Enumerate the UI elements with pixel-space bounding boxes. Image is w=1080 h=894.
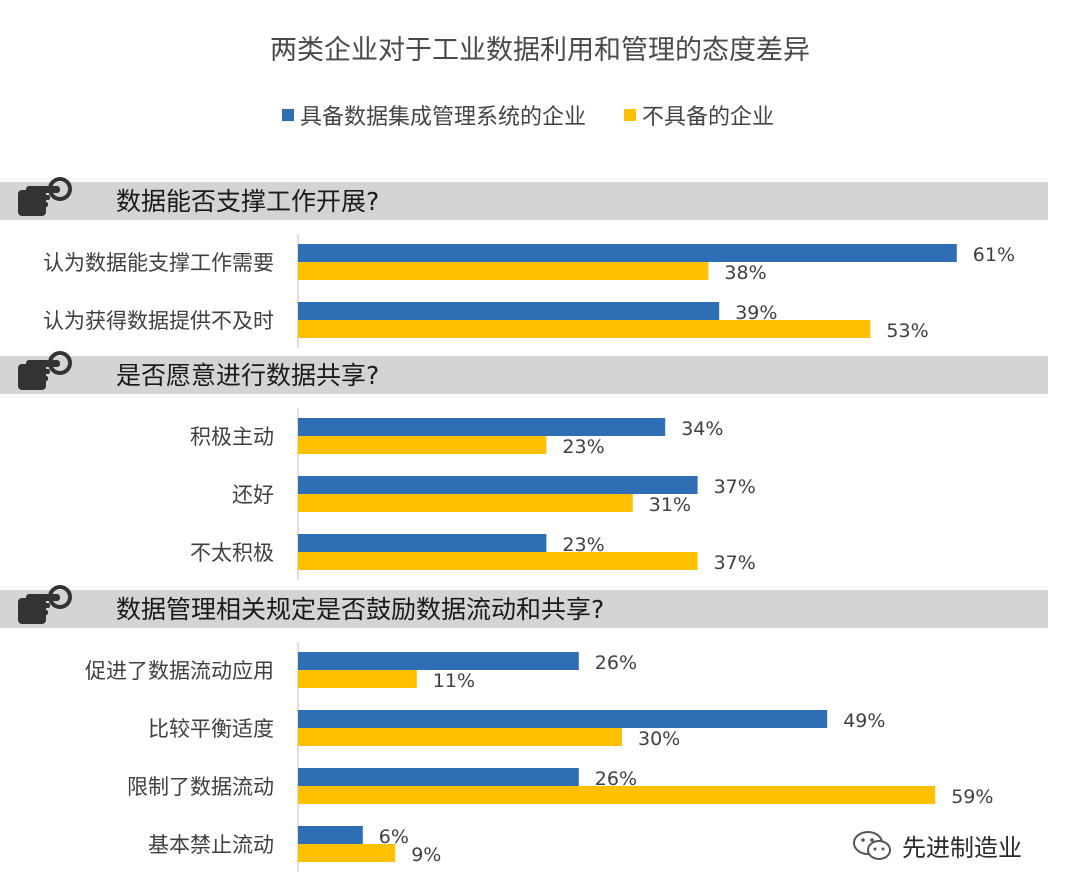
section-band [0,590,1048,628]
bar-with-system [298,768,579,786]
category-label: 认为获得数据提供不及时 [43,309,274,333]
bar-without-system [298,262,709,280]
data-label: 26% [595,652,637,674]
legend-item-series-2: 不具备的企业 [624,99,774,131]
category-label: 认为数据能支撑工作需要 [43,251,274,275]
data-label: 30% [638,728,680,750]
watermark: 先进制造业 [852,828,1022,863]
data-label: 11% [433,670,475,692]
pointing-hand-icon [18,351,72,390]
data-label: 49% [843,710,885,732]
data-label: 37% [714,552,756,574]
bar-without-system [298,786,936,804]
bar-with-system [298,418,666,436]
data-label: 23% [562,436,604,458]
category-label: 基本禁止流动 [148,833,274,857]
bar-without-system [298,436,547,454]
section-heading: 数据管理相关规定是否鼓励数据流动和共享? [116,595,604,624]
data-label: 6% [379,826,409,848]
data-label: 38% [724,262,766,284]
data-label: 39% [735,302,777,324]
bar-with-system [298,302,720,320]
legend-swatch-series-1 [282,109,294,121]
legend-item-series-1: 具备数据集成管理系统的企业 [282,99,586,131]
data-label: 34% [681,418,723,440]
bar-without-system [298,552,698,570]
data-label: 9% [411,844,441,866]
pointing-hand-icon [18,585,72,624]
data-label: 53% [886,320,928,342]
category-label: 不太积极 [190,541,274,565]
bar-without-system [298,844,396,862]
bar-with-system [298,826,363,844]
data-label: 26% [595,768,637,790]
bar-with-system [298,534,547,552]
category-label: 比较平衡适度 [148,717,274,741]
section-band [0,182,1048,220]
category-label: 积极主动 [190,425,274,449]
pointing-hand-icon [18,177,72,216]
bar-without-system [298,320,871,338]
legend-label-series-2: 不具备的企业 [642,105,775,130]
data-label: 59% [951,786,993,808]
legend-label-series-1: 具备数据集成管理系统的企业 [300,105,587,130]
bar-with-system [298,244,957,262]
data-label: 31% [649,494,691,516]
legend: 具备数据集成管理系统的企业 不具备的企业 [282,100,812,130]
watermark-text: 先进制造业 [902,834,1022,862]
data-label: 23% [562,534,604,556]
category-label: 还好 [232,483,274,507]
bar-without-system [298,494,633,512]
data-label: 61% [973,244,1015,266]
section-heading: 是否愿意进行数据共享? [116,361,379,390]
section-band [0,356,1048,394]
wechat-icon [853,830,891,860]
bar-with-system [298,652,579,670]
bar-without-system [298,728,622,746]
bar-without-system [298,670,417,688]
bar-with-system [298,710,828,728]
category-label: 促进了数据流动应用 [85,659,274,683]
data-label: 37% [714,476,756,498]
legend-swatch-series-2 [624,109,637,121]
chart-title: 两类企业对于工业数据利用和管理的态度差异 [270,35,810,66]
section-heading: 数据能否支撑工作开展? [116,187,379,216]
category-label: 限制了数据流动 [127,775,274,799]
bar-with-system [298,476,698,494]
